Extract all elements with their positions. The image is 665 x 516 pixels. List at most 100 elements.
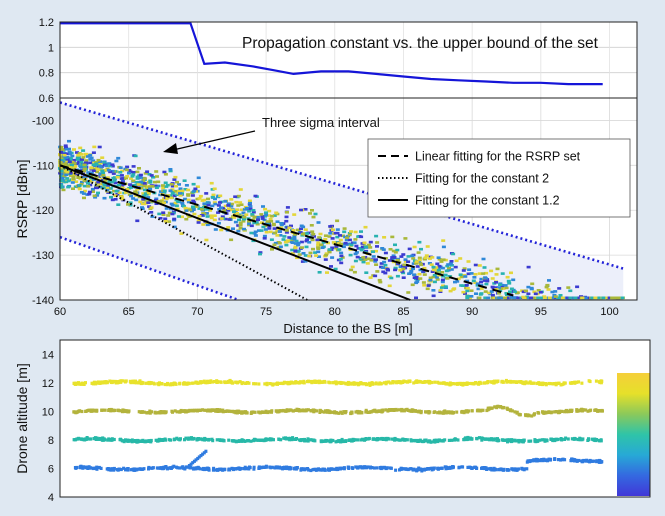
rsrp-data-point (97, 182, 102, 185)
rsrp-data-point (213, 228, 218, 231)
altitude-data-point (106, 438, 110, 442)
altitude-data-point (151, 466, 155, 470)
altitude-data-point (171, 382, 175, 386)
rsrp-data-point (354, 244, 359, 248)
altitude-data-point (501, 438, 505, 442)
rsrp-data-point (473, 273, 478, 276)
rsrp-data-point (210, 204, 215, 208)
altitude-data-point (127, 409, 131, 413)
rsrp-data-point (335, 228, 340, 231)
altitude-data-point (286, 380, 290, 385)
rsrp-data-point (94, 176, 99, 179)
altitude-data-point (387, 437, 391, 441)
rsrp-data-point (272, 243, 277, 247)
altitude-data-point (277, 410, 281, 414)
rsrp-data-point (92, 145, 97, 149)
altitude-data-point (188, 466, 192, 470)
altitude-data-point (407, 379, 411, 383)
rsrp-data-point (216, 221, 221, 225)
altitude-data-point (169, 438, 172, 442)
rsrp-data-point (133, 190, 138, 193)
rsrp-data-point (170, 184, 175, 188)
rsrp-data-point (64, 152, 69, 156)
rsrp-data-point (109, 195, 113, 199)
altitude-data-point (509, 409, 513, 413)
rsrp-data-point (395, 258, 400, 262)
altitude-data-point (570, 408, 574, 412)
rsrp-data-point (504, 286, 509, 290)
rsrp-data-point (142, 188, 147, 192)
altitude-data-point (590, 437, 594, 441)
rsrp-data-point (374, 249, 378, 253)
rsrp-data-point (286, 239, 291, 242)
rsrp-data-point (264, 213, 269, 217)
altitude-data-point (414, 380, 418, 384)
rsrp-data-point (236, 224, 241, 227)
rsrp-data-point (59, 174, 64, 178)
altitude-data-point (460, 409, 464, 414)
rsrp-data-point (92, 194, 97, 198)
rsrp-data-point (236, 204, 241, 207)
legend-box (367, 138, 631, 218)
rsrp-data-point (330, 237, 335, 240)
rsrp-data-point (471, 279, 476, 283)
rsrp-data-point (290, 252, 295, 255)
rsrp-data-point (154, 202, 159, 205)
rsrp-data-point (429, 263, 434, 266)
rsrp-data-point (532, 290, 537, 294)
rsrp-data-point (147, 205, 152, 208)
rsrp-data-point (410, 283, 415, 287)
altitude-data-point (494, 437, 498, 441)
rsrp-data-point (89, 156, 94, 160)
altitude-data-point (199, 408, 203, 412)
rsrp-data-point (307, 241, 312, 244)
altitude-data-point (349, 382, 353, 386)
rsrp-data-point (443, 258, 448, 262)
rsrp-data-point (270, 214, 275, 218)
rsrp-data-point (434, 266, 439, 269)
altitude-data-point (554, 383, 558, 387)
rsrp-data-point (430, 270, 435, 273)
altitude-data-point (366, 437, 370, 441)
rsrp-data-point (73, 185, 78, 188)
altitude-data-point (108, 438, 112, 442)
altitude-track-6m (73, 457, 604, 473)
altitude-data-point (398, 408, 401, 412)
altitude-data-point (515, 380, 519, 384)
rsrp-data-point (64, 180, 69, 184)
rsrp-data-point (183, 197, 188, 201)
rsrp-data-point (135, 175, 140, 179)
top-plot-area (60, 22, 637, 98)
altitude-data-point (345, 382, 349, 386)
altitude-data-point (461, 465, 465, 469)
rsrp-data-point (556, 296, 560, 300)
rsrp-data-point (95, 194, 100, 197)
rsrp-data-point (135, 177, 140, 180)
rsrp-data-point (186, 188, 191, 192)
rsrp-data-point (138, 173, 143, 177)
rsrp-data-point (425, 287, 430, 291)
rsrp-data-point (267, 227, 272, 230)
rsrp-data-point (308, 212, 312, 215)
rsrp-data-point (76, 156, 81, 160)
rsrp-data-point (206, 197, 210, 201)
rsrp-data-point (428, 278, 433, 282)
altitude-data-point (96, 380, 100, 384)
rsrp-data-point (316, 221, 321, 224)
rsrp-data-point (374, 258, 378, 261)
rsrp-data-point (553, 290, 558, 293)
rsrp-data-point (268, 217, 273, 221)
rsrp-data-point (172, 225, 177, 229)
rsrp-data-point (161, 211, 166, 214)
rsrp-data-point (573, 296, 578, 300)
altitude-data-point (97, 465, 101, 470)
rsrp-data-point (295, 250, 300, 253)
rsrp-data-point (366, 243, 371, 247)
altitude-data-point (295, 466, 299, 470)
altitude-data-point (496, 405, 500, 409)
altitude-data-point (277, 437, 281, 441)
altitude-data-point (213, 468, 217, 472)
middle-xtick-label: 70 (191, 306, 203, 318)
altitude-data-point (120, 410, 124, 414)
rsrp-data-point (100, 169, 105, 173)
